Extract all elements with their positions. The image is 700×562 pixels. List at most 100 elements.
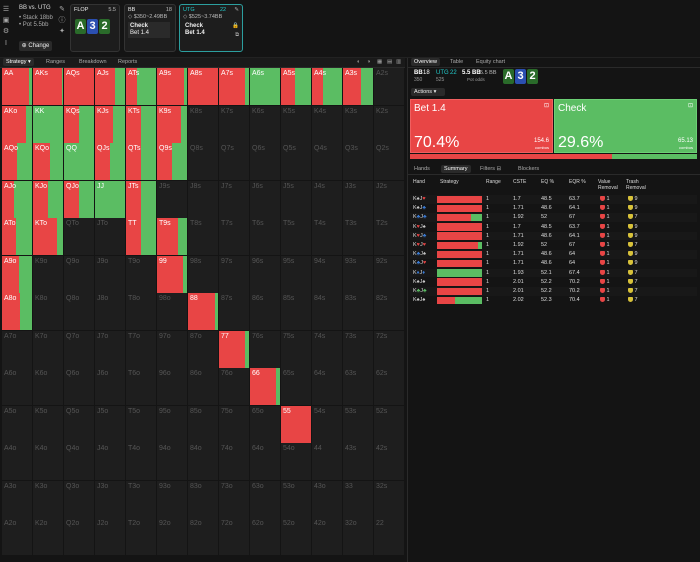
hand-cell[interactable]: 97s (219, 255, 249, 293)
hand-cell[interactable]: QTo (64, 218, 94, 255)
hand-cell[interactable]: JTo (95, 218, 125, 255)
hand-cell[interactable]: K4s (312, 105, 342, 143)
hand-cell[interactable]: TT (126, 218, 156, 255)
tab-reports[interactable]: Reports (118, 59, 138, 65)
table-row[interactable]: K♦J♦ 1 1.93 52.1 67.4 1 7 (410, 268, 697, 278)
change-button[interactable]: ⊕ Change (19, 41, 52, 51)
hand-cell[interactable]: 96o (157, 368, 187, 405)
tab-hands[interactable]: Hands (414, 166, 430, 172)
hand-cell[interactable]: 63s (343, 368, 373, 405)
hand-cell[interactable]: J4s (312, 180, 342, 218)
hand-cell[interactable]: 85s (281, 293, 311, 330)
hand-cell[interactable]: AKo (2, 105, 32, 143)
pencil-icon[interactable]: ✎ (234, 7, 239, 13)
hand-cell[interactable]: A4s (312, 68, 342, 105)
hand-cell[interactable]: K2s (374, 105, 404, 143)
hand-cell[interactable]: AQs (64, 68, 94, 105)
hand-cell[interactable]: 65o (250, 405, 280, 443)
pie-icon[interactable]: ◑ (367, 59, 371, 65)
hand-cell[interactable]: 66 (250, 368, 280, 405)
table-row[interactable]: K♣J♥ 1 1.71 48.6 64 1 9 (410, 259, 697, 268)
hand-cell[interactable]: Q5s (281, 143, 311, 180)
hand-cell[interactable]: J7s (219, 180, 249, 218)
hand-cell[interactable]: Q7s (219, 143, 249, 180)
hand-cell[interactable]: 43o (312, 480, 342, 518)
hand-cell[interactable]: 82o (188, 518, 218, 555)
hand-cell[interactable]: 32o (343, 518, 373, 555)
col-value-removal[interactable]: Value Removal (598, 179, 618, 191)
hand-cell[interactable]: 72s (374, 330, 404, 368)
hand-cell[interactable]: T3o (126, 480, 156, 518)
hand-cell[interactable]: Q8s (188, 143, 218, 180)
hand-cell[interactable]: 76o (219, 368, 249, 405)
hand-cell[interactable]: T7o (126, 330, 156, 368)
col-strategy[interactable]: Strategy (440, 179, 459, 185)
table-row[interactable]: K♠J♠ 1 2.01 52.2 70.2 1 7 (410, 278, 697, 287)
hand-cell[interactable]: KJs (95, 105, 125, 143)
hand-cell[interactable]: T2o (126, 518, 156, 555)
hand-cell[interactable]: 65s (281, 368, 311, 405)
hand-cell[interactable]: A4o (2, 443, 32, 480)
table-row[interactable]: K♠J♥ 1 1.7 48.5 63.7 1 9 (410, 195, 697, 204)
hand-cell[interactable]: 87o (188, 330, 218, 368)
hand-cell[interactable]: J2s (374, 180, 404, 218)
hand-cell[interactable]: KQo (33, 143, 63, 180)
hand-cell[interactable]: J6o (95, 368, 125, 405)
hand-cell[interactable]: 62o (250, 518, 280, 555)
hand-cell[interactable]: 62s (374, 368, 404, 405)
hand-cell[interactable]: ATo (2, 218, 32, 255)
chart-icon[interactable]: ◐ (357, 59, 361, 65)
hand-cell[interactable]: 98o (157, 293, 187, 330)
hand-cell[interactable]: 94s (312, 255, 342, 293)
hand-cell[interactable]: J2o (95, 518, 125, 555)
hand-cell[interactable]: 99 (157, 255, 187, 293)
hand-cell[interactable]: A9o (2, 255, 32, 293)
tab-summary[interactable]: Summary (441, 165, 471, 173)
col-eqr[interactable]: EQR % (569, 179, 586, 185)
hand-cell[interactable]: Q7o (64, 330, 94, 368)
col-eq[interactable]: EQ % (541, 179, 555, 185)
hand-cell[interactable]: 63o (250, 480, 280, 518)
hand-cell[interactable]: Q3o (64, 480, 94, 518)
hand-cell[interactable]: K7s (219, 105, 249, 143)
hand-cell[interactable]: A7o (2, 330, 32, 368)
hand-cell[interactable]: A9s (157, 68, 187, 105)
hand-cell[interactable]: 64o (250, 443, 280, 480)
hand-cell[interactable]: T5s (281, 218, 311, 255)
expand-icon[interactable]: ⊡ (543, 103, 549, 109)
hand-cell[interactable]: Q5o (64, 405, 94, 443)
hand-cell[interactable]: JTs (126, 180, 156, 218)
hand-cell[interactable]: 95s (281, 255, 311, 293)
hand-cell[interactable]: K8s (188, 105, 218, 143)
hand-cell[interactable]: 52o (281, 518, 311, 555)
col-range[interactable]: Range (486, 179, 501, 185)
hand-cell[interactable]: AQo (2, 143, 32, 180)
hand-cell[interactable]: T3s (343, 218, 373, 255)
hand-cell[interactable]: A8s (188, 68, 218, 105)
hand-cell[interactable]: J5o (95, 405, 125, 443)
hand-cell[interactable]: AJo (2, 180, 32, 218)
col-hand[interactable]: Hand (413, 179, 425, 185)
hand-cell[interactable]: KTs (126, 105, 156, 143)
hand-cell[interactable]: K7o (33, 330, 63, 368)
copy-icon[interactable]: ⧉ (235, 32, 239, 38)
list-view-icon[interactable]: ▤ (387, 59, 393, 65)
tab-filters[interactable]: Filters ⊟ (480, 166, 501, 172)
tab-strategy[interactable]: Strategy ▾ (3, 58, 34, 66)
hand-cell[interactable]: Q8o (64, 293, 94, 330)
hand-cell[interactable]: A5o (2, 405, 32, 443)
hand-cell[interactable]: 84s (312, 293, 342, 330)
hand-cell[interactable]: 75o (219, 405, 249, 443)
actions-dropdown[interactable]: Actions ▾ (411, 88, 445, 96)
grid-view-icon[interactable]: ▦ (377, 59, 383, 65)
hand-cell[interactable]: Q3s (343, 143, 373, 180)
hand-cell[interactable]: K5s (281, 105, 311, 143)
hand-cell[interactable]: QJo (64, 180, 94, 218)
hand-cell[interactable]: 53o (281, 480, 311, 518)
hand-cell[interactable]: T8o (126, 293, 156, 330)
save-icon[interactable]: ▣ (2, 17, 10, 24)
hand-cell[interactable]: 33 (343, 480, 373, 518)
hand-cell[interactable]: 22 (374, 518, 404, 555)
hand-cell[interactable]: KTo (33, 218, 63, 255)
hand-cell[interactable]: AA (2, 68, 32, 105)
